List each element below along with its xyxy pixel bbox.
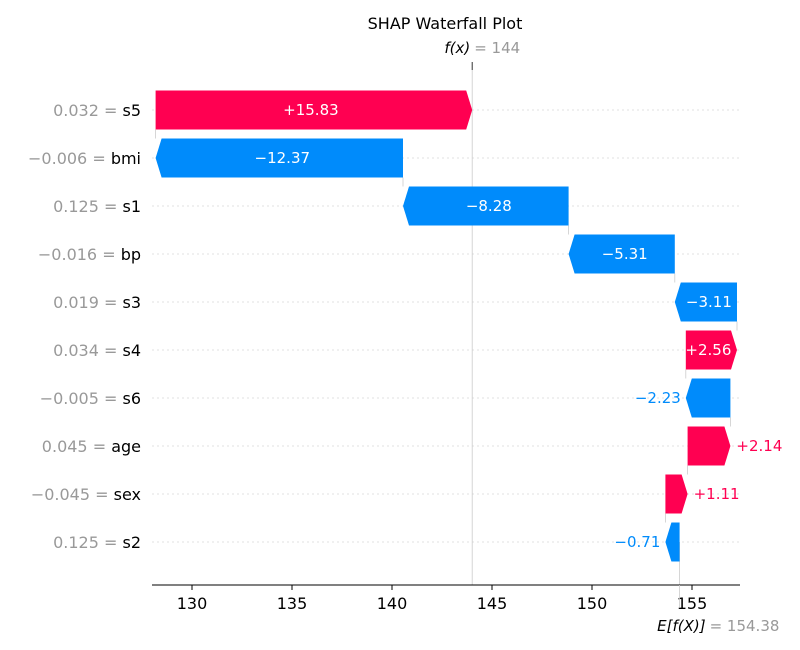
feature-value: 0.125 = bbox=[53, 197, 122, 216]
bar-label-s2: −0.71 bbox=[614, 533, 660, 551]
feature-name: bp bbox=[121, 245, 141, 264]
feature-name: sex bbox=[114, 485, 141, 504]
feature-value: −0.006 = bbox=[28, 149, 111, 168]
feature-name: s4 bbox=[122, 341, 141, 360]
bar-sex bbox=[665, 474, 688, 514]
feature-name: s2 bbox=[122, 533, 141, 552]
x-tick-label: 130 bbox=[177, 594, 208, 613]
feature-value: −0.045 = bbox=[31, 485, 114, 504]
bar-s4 bbox=[685, 330, 737, 370]
feature-labels: 0.032 = s5 −0.006 = bmi 0.125 = s1 −0.016 =… bbox=[28, 101, 141, 552]
feature-value: 0.045 = bbox=[42, 437, 111, 456]
feature-name: bmi bbox=[111, 149, 141, 168]
x-tick-label: 155 bbox=[677, 594, 708, 613]
feature-value: 0.034 = bbox=[53, 341, 122, 360]
bar-s3 bbox=[674, 282, 737, 322]
feature-label-s3: 0.019 = s3 bbox=[53, 293, 141, 312]
feature-name: s1 bbox=[122, 197, 141, 216]
feature-label-s2: 0.125 = s2 bbox=[53, 533, 141, 552]
fx-label: f(x) bbox=[444, 39, 470, 57]
chart-title: SHAP Waterfall Plot bbox=[368, 14, 523, 33]
x-tick-label: 135 bbox=[277, 594, 308, 613]
bar-label-bp: −5.31 bbox=[602, 245, 648, 263]
feature-name: s3 bbox=[122, 293, 141, 312]
feature-value: 0.125 = bbox=[53, 533, 122, 552]
bar-label-s5: +15.83 bbox=[283, 101, 339, 119]
bar-s6 bbox=[685, 378, 731, 418]
feature-name: s5 bbox=[122, 101, 141, 120]
feature-label-sex: −0.045 = sex bbox=[31, 485, 141, 504]
feature-value: −0.005 = bbox=[40, 389, 123, 408]
bar-s1 bbox=[403, 186, 569, 226]
bar-bmi bbox=[155, 138, 403, 178]
bar-label-sex: +1.11 bbox=[694, 485, 740, 503]
bars: +15.83 −12.37 −8.28 −5.31 −3.11 +2.56 −2.23 +2.… bbox=[155, 90, 782, 562]
feature-label-s5: 0.032 = s5 bbox=[53, 101, 141, 120]
bar-s5 bbox=[155, 90, 473, 130]
feature-value: −0.016 = bbox=[38, 245, 121, 264]
feature-name: age bbox=[111, 437, 141, 456]
bar-label-s4: +2.56 bbox=[685, 341, 731, 359]
fx-annotation: f(x) = 144 bbox=[444, 39, 520, 70]
bar-label-s6: −2.23 bbox=[635, 389, 681, 407]
fx-value: = 144 bbox=[474, 39, 520, 57]
x-tick-label: 140 bbox=[377, 594, 408, 613]
bar-bp bbox=[568, 234, 675, 274]
expected-value-annotation: E[f(X)] = 154.38 bbox=[657, 585, 779, 635]
feature-label-bmi: −0.006 = bmi bbox=[28, 149, 141, 168]
bar-label-s1: −8.28 bbox=[466, 197, 512, 215]
feature-name: s6 bbox=[122, 389, 141, 408]
feature-label-age: 0.045 = age bbox=[42, 437, 141, 456]
expected-label: E[f(X)] bbox=[657, 617, 706, 635]
x-axis: 130 135 140 145 150 155 bbox=[152, 584, 740, 613]
feature-value: 0.019 = bbox=[53, 293, 122, 312]
feature-value: 0.032 = bbox=[53, 101, 122, 120]
expected-value: = 154.38 bbox=[710, 617, 780, 635]
x-tick-label: 145 bbox=[477, 594, 508, 613]
feature-label-s4: 0.034 = s4 bbox=[53, 341, 141, 360]
bar-age bbox=[687, 426, 731, 466]
feature-label-bp: −0.016 = bp bbox=[38, 245, 141, 264]
bar-label-bmi: −12.37 bbox=[255, 149, 311, 167]
bar-label-age: +2.14 bbox=[736, 437, 782, 455]
x-tick-label: 150 bbox=[577, 594, 608, 613]
feature-label-s6: −0.005 = s6 bbox=[40, 389, 141, 408]
bar-s2 bbox=[665, 522, 680, 562]
feature-label-s1: 0.125 = s1 bbox=[53, 197, 141, 216]
bar-label-s3: −3.11 bbox=[686, 293, 732, 311]
